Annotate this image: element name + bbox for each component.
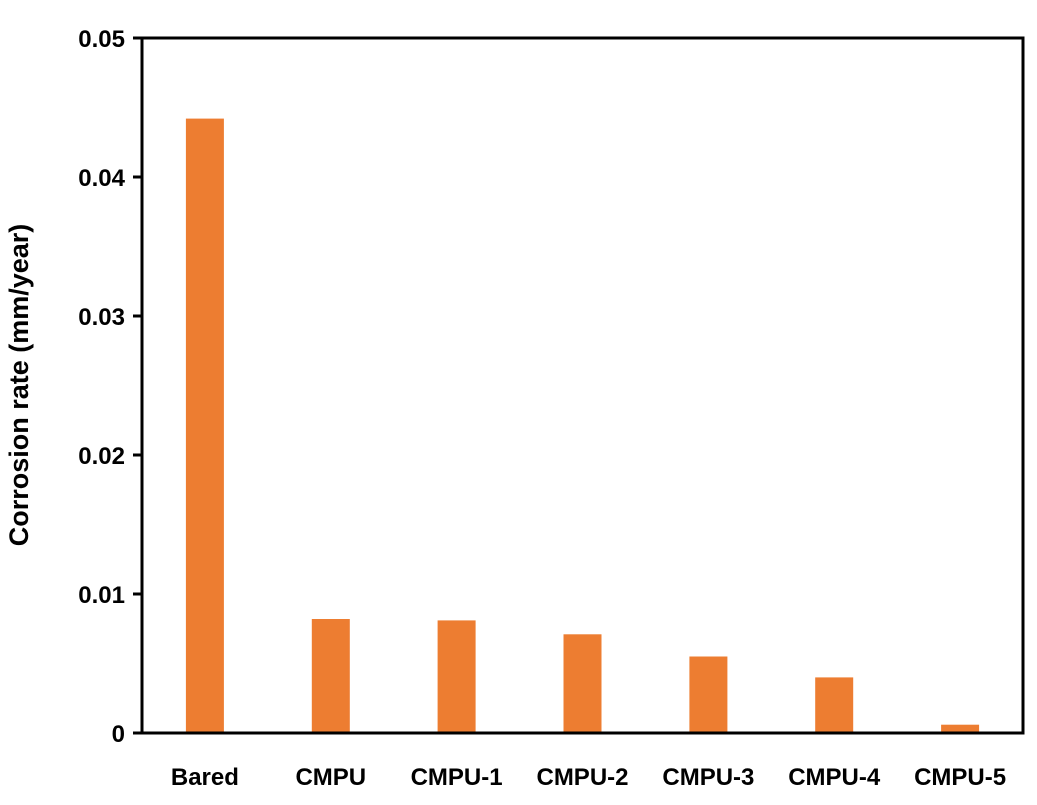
bar-cmpu-4	[815, 677, 854, 733]
x-tick-label: CMPU	[295, 764, 366, 791]
bar-cmpu-1	[437, 620, 476, 733]
y-tick-label: 0.05	[78, 26, 125, 53]
y-tick-label: 0.01	[78, 582, 125, 609]
x-tick-label: CMPU-3	[662, 764, 754, 791]
y-axis-title: Corrosion rate (mm/year)	[4, 224, 34, 547]
bar-cmpu-2	[563, 634, 602, 733]
x-axis-tick-labels: Bared CMPU CMPU-1 CMPU-2 CMPU-3 CMPU-4 CMPU-5	[171, 764, 1006, 791]
x-tick-label: Bared	[171, 764, 239, 791]
y-tick-label: 0.03	[78, 304, 125, 331]
x-tick-label: CMPU-5	[914, 764, 1006, 791]
x-tick-label: CMPU-4	[788, 764, 881, 791]
plot-area-frame	[140, 36, 1025, 735]
x-tick-label: CMPU-2	[536, 764, 628, 791]
x-tick-label: CMPU-1	[411, 764, 503, 791]
bar-cmpu	[311, 619, 350, 733]
y-tick-label: 0.04	[78, 165, 125, 192]
bars-layer	[185, 118, 980, 734]
y-tick-label: 0	[112, 721, 125, 748]
bar-bared	[185, 118, 224, 734]
bar-cmpu-5	[941, 724, 980, 733]
y-axis-ticks: 0 0.01 0.02 0.03 0.04 0.05	[78, 26, 142, 748]
y-tick-label: 0.02	[78, 443, 125, 470]
bar-cmpu-3	[689, 656, 728, 733]
